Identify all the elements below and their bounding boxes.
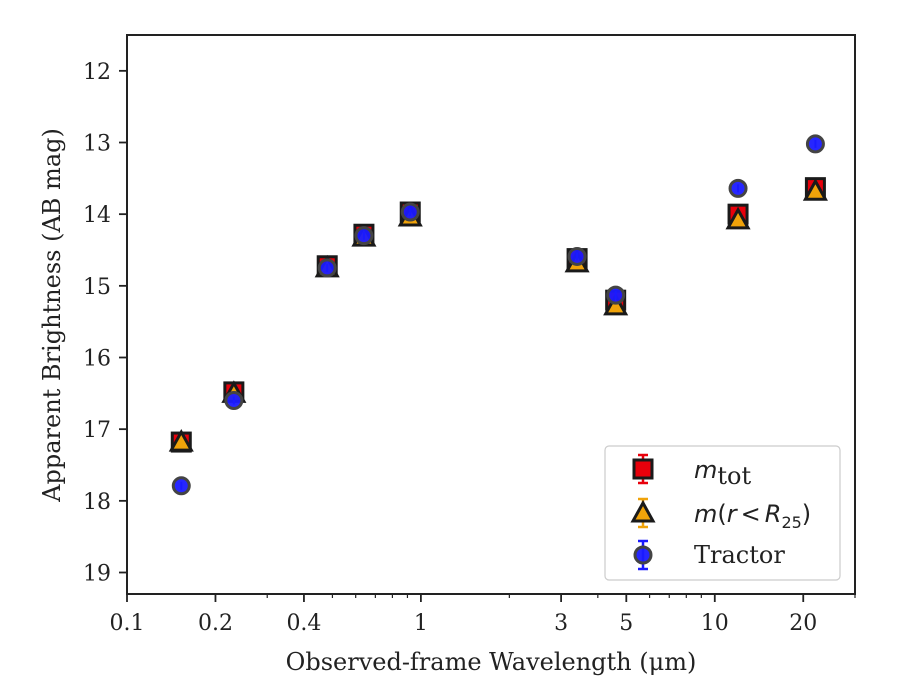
x-tick-label: 3	[554, 611, 568, 636]
y-axis-title: Apparent Brightness (AB mag)	[38, 128, 66, 503]
data-point-tractor	[805, 134, 825, 154]
series-tractor	[171, 134, 825, 496]
y-tick-label: 14	[83, 203, 111, 228]
data-point-tractor	[354, 226, 374, 246]
data-points	[168, 134, 828, 496]
legend-label-mr25: m(r < R25)	[694, 500, 811, 532]
y-tick-label: 18	[83, 490, 111, 515]
data-point-mr25	[603, 292, 629, 316]
x-axis: 0.1 0.2 0.4 1 3 5 10 20	[110, 594, 856, 636]
series-mtot	[170, 177, 826, 453]
data-point-tractor	[567, 246, 587, 266]
legend-label-tractor: Tractor	[694, 541, 785, 569]
plot-frame	[126, 34, 856, 595]
x-tick-label: 20	[789, 611, 817, 636]
data-point-tractor	[171, 476, 191, 496]
data-point-tractor	[400, 202, 420, 222]
y-tick-label: 17	[83, 418, 111, 443]
legend-label-mtot: mtot	[694, 456, 751, 490]
x-tick-label: 5	[619, 611, 633, 636]
data-point-tractor	[317, 258, 337, 278]
x-tick-label: 0.1	[110, 611, 145, 636]
x-tick-label: 0.2	[198, 611, 233, 636]
legend-marker-mtot	[632, 458, 654, 480]
legend-box	[604, 445, 841, 581]
data-point-tractor	[224, 391, 244, 410]
x-tick-label: 10	[701, 611, 729, 636]
data-point-tractor	[728, 178, 748, 198]
x-tick-label: 0.4	[286, 611, 321, 636]
series-mr25	[168, 178, 828, 452]
y-tick-label: 13	[83, 132, 111, 157]
legend: mtot m(r < R25) Tractor	[604, 445, 841, 581]
legend-marker-mr25	[630, 499, 656, 523]
y-tick-label: 12	[83, 60, 111, 85]
y-tick-label: 19	[83, 562, 111, 587]
y-axis: 12 13 14 15 16 17 18 19	[83, 60, 127, 587]
x-tick-label: 1	[414, 611, 428, 636]
y-tick-label: 16	[83, 347, 111, 372]
x-axis-title: Observed-frame Wavelength (μm)	[286, 648, 697, 676]
legend-marker-tractor	[633, 545, 653, 565]
data-point-mr25	[168, 428, 194, 452]
data-point-mr25	[725, 206, 751, 230]
data-point-mr25	[802, 178, 828, 201]
data-point-tractor	[606, 285, 626, 305]
y-tick-label: 15	[83, 275, 111, 300]
